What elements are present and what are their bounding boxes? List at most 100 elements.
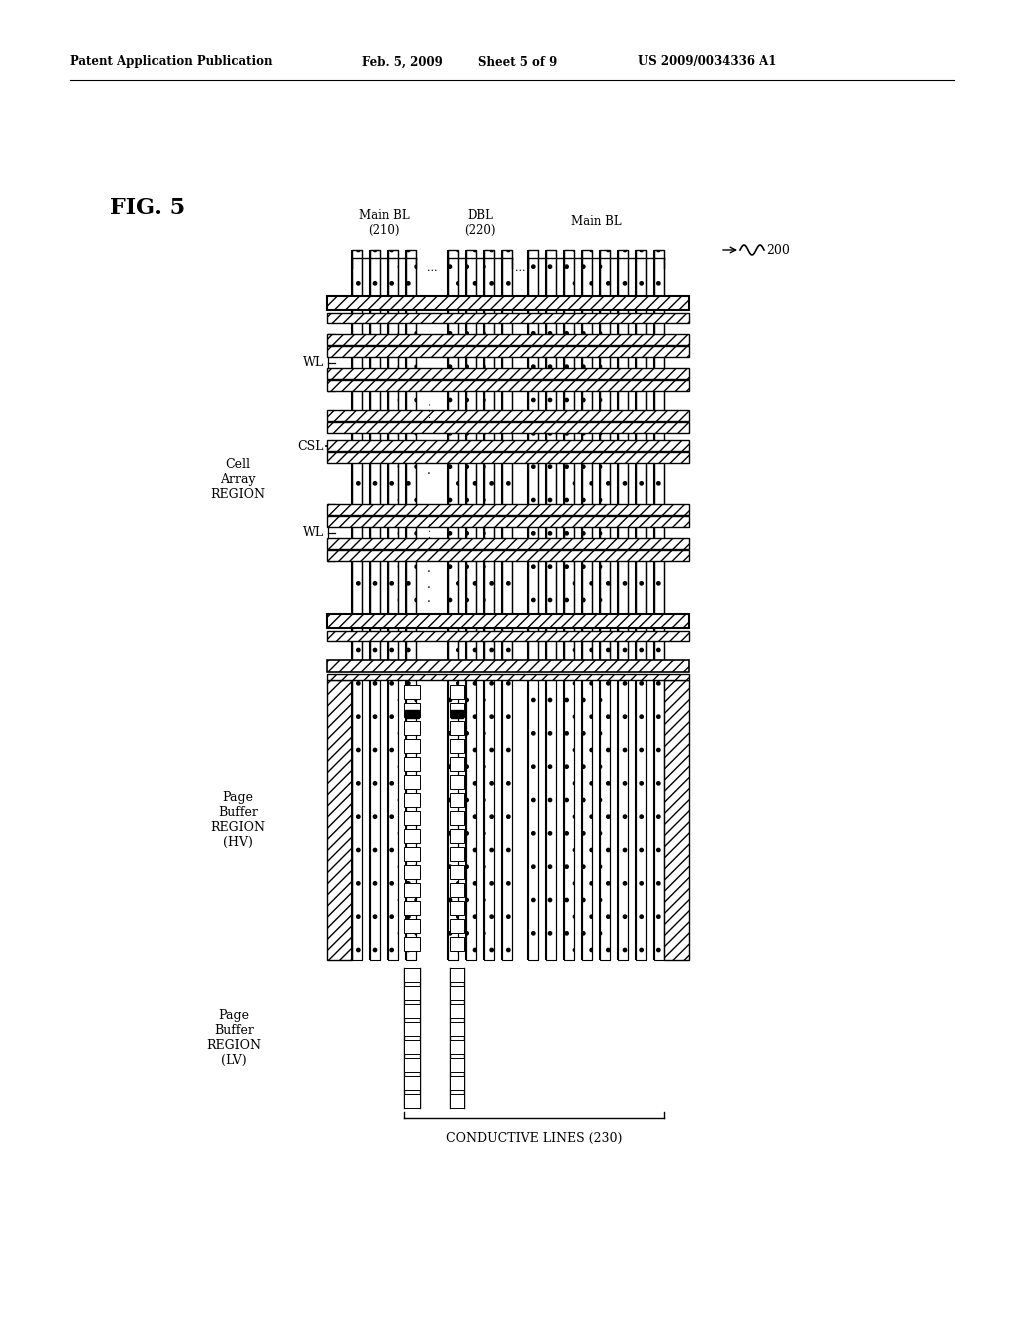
Bar xyxy=(564,249,574,671)
Bar xyxy=(404,739,420,752)
Text: CONDUCTIVE LINES (230): CONDUCTIVE LINES (230) xyxy=(445,1133,623,1144)
Bar xyxy=(450,756,464,771)
Text: · · ·: · · · xyxy=(427,523,436,537)
Bar xyxy=(406,680,416,960)
Text: Main BL
(210): Main BL (210) xyxy=(358,209,410,238)
Bar xyxy=(450,1094,464,1107)
Bar xyxy=(528,680,538,960)
Bar xyxy=(404,685,420,700)
Bar xyxy=(636,249,646,671)
Text: DBL
(220): DBL (220) xyxy=(464,209,496,238)
Bar xyxy=(404,721,420,735)
Bar xyxy=(502,680,512,960)
Bar xyxy=(370,680,380,960)
Bar xyxy=(450,1059,464,1072)
Bar xyxy=(450,685,464,700)
Bar xyxy=(404,919,420,933)
Text: ...: ... xyxy=(515,263,525,273)
Bar xyxy=(404,986,420,1001)
Bar xyxy=(327,550,689,561)
Bar xyxy=(404,937,420,950)
Bar xyxy=(618,249,628,671)
Bar xyxy=(404,756,420,771)
Bar xyxy=(450,937,464,950)
Bar xyxy=(600,680,610,960)
Bar xyxy=(327,313,689,323)
Bar xyxy=(327,504,689,515)
Text: FIG. 5: FIG. 5 xyxy=(110,197,185,219)
Text: ·
·
·: · · · xyxy=(427,566,431,610)
Bar xyxy=(327,631,689,642)
Text: CSL: CSL xyxy=(298,440,324,453)
Bar xyxy=(352,680,362,960)
Bar xyxy=(388,249,398,671)
Bar xyxy=(450,1005,464,1018)
Text: US 2009/0034336 A1: US 2009/0034336 A1 xyxy=(638,55,776,69)
Bar xyxy=(564,680,574,960)
Bar xyxy=(406,249,416,671)
Bar xyxy=(451,710,463,718)
Bar xyxy=(404,883,420,898)
Bar xyxy=(450,847,464,861)
Bar xyxy=(654,249,664,671)
Bar xyxy=(404,1040,420,1053)
Bar xyxy=(664,680,689,960)
Bar xyxy=(450,1040,464,1053)
Bar xyxy=(327,675,689,680)
Bar xyxy=(449,249,458,671)
Text: 200: 200 xyxy=(766,243,790,256)
Bar xyxy=(404,793,420,807)
Bar xyxy=(450,865,464,879)
Bar xyxy=(327,334,689,345)
Bar xyxy=(582,249,592,671)
Bar xyxy=(327,422,689,433)
Bar xyxy=(450,810,464,825)
Bar xyxy=(450,902,464,915)
Bar xyxy=(600,249,610,671)
Bar xyxy=(404,775,420,789)
Bar xyxy=(502,249,512,671)
Bar xyxy=(546,249,556,671)
Bar xyxy=(327,440,689,451)
Bar xyxy=(404,1005,420,1018)
Bar xyxy=(327,346,689,356)
Bar xyxy=(370,249,380,671)
Bar xyxy=(404,1059,420,1072)
Bar xyxy=(327,451,689,463)
Bar xyxy=(327,368,689,379)
Bar xyxy=(404,1022,420,1036)
Text: Feb. 5, 2009: Feb. 5, 2009 xyxy=(362,55,442,69)
Bar xyxy=(450,721,464,735)
Bar xyxy=(582,680,592,960)
Text: Page
Buffer
REGION
(LV): Page Buffer REGION (LV) xyxy=(207,1008,261,1067)
Bar xyxy=(404,902,420,915)
Text: ·
·
·: · · · xyxy=(427,438,431,482)
Bar xyxy=(450,775,464,789)
Text: Cell
Array
REGION: Cell Array REGION xyxy=(211,458,265,502)
Bar xyxy=(406,710,419,718)
Bar xyxy=(327,411,689,421)
Bar xyxy=(404,1094,420,1107)
Bar xyxy=(450,1076,464,1090)
Bar xyxy=(546,680,556,960)
Bar xyxy=(484,249,494,671)
Bar xyxy=(450,919,464,933)
Bar xyxy=(327,680,352,960)
Bar xyxy=(450,829,464,843)
Text: · · ·: · · · xyxy=(427,403,436,418)
Bar xyxy=(450,704,464,717)
Bar xyxy=(404,704,420,717)
Text: WL: WL xyxy=(303,525,324,539)
Bar xyxy=(450,793,464,807)
Bar xyxy=(404,810,420,825)
Bar xyxy=(450,739,464,752)
Bar xyxy=(388,680,398,960)
Bar xyxy=(528,249,538,671)
Bar xyxy=(449,680,458,960)
Bar xyxy=(450,883,464,898)
Bar xyxy=(327,380,689,391)
Bar xyxy=(450,1022,464,1036)
Bar xyxy=(327,614,689,628)
Bar xyxy=(404,847,420,861)
Bar xyxy=(404,968,420,982)
